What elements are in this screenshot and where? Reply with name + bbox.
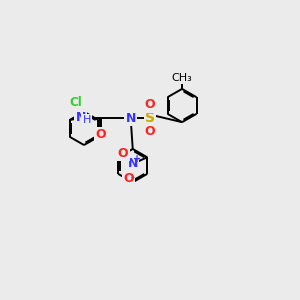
Text: N: N — [126, 112, 136, 125]
Text: O: O — [123, 172, 134, 185]
Text: Cl: Cl — [70, 97, 82, 110]
Text: N: N — [76, 111, 86, 124]
Text: N: N — [128, 157, 138, 170]
Text: +: + — [133, 154, 141, 164]
Text: O: O — [118, 147, 128, 160]
Text: O: O — [145, 98, 155, 111]
Text: O: O — [145, 125, 155, 138]
Text: ⁻: ⁻ — [130, 176, 136, 186]
Text: S: S — [145, 111, 155, 125]
Text: H: H — [82, 115, 91, 125]
Text: O: O — [95, 128, 106, 141]
Text: CH₃: CH₃ — [172, 73, 192, 83]
